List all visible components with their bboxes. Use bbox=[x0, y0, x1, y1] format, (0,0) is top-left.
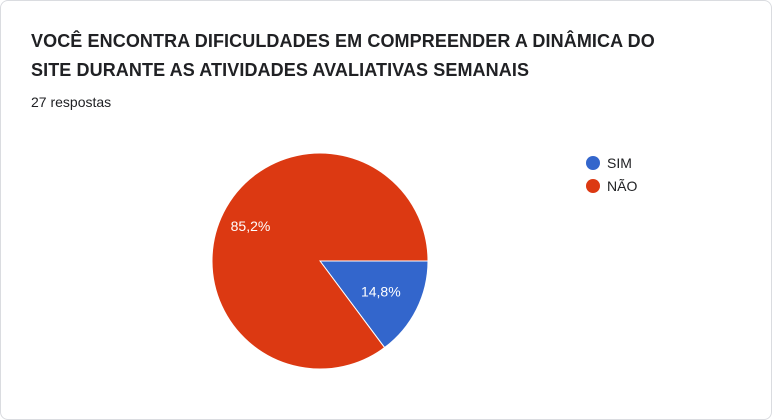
responses-count: 27 respostas bbox=[31, 94, 112, 110]
pie-data-label-sim: 14,8% bbox=[361, 284, 401, 300]
pie-data-label-n-o: 85,2% bbox=[231, 218, 271, 234]
question-title: VOCÊ ENCONTRA DIFICULDADES EM COMPREENDE… bbox=[31, 31, 655, 80]
pie-chart: 14,8% 85,2% bbox=[211, 152, 429, 370]
legend-label-nao: NÃO bbox=[607, 177, 638, 194]
legend-label-sim: SIM bbox=[607, 154, 632, 171]
legend-swatch-nao bbox=[586, 178, 600, 193]
pie-slice-n-o[interactable] bbox=[211, 152, 429, 370]
legend-swatch-sim bbox=[586, 155, 600, 170]
pie-slice-sim[interactable] bbox=[319, 260, 429, 349]
chart-legend: SIM NÃO bbox=[586, 151, 637, 197]
legend-item-sim[interactable]: SIM bbox=[586, 151, 637, 174]
legend-item-nao[interactable]: NÃO bbox=[586, 174, 637, 197]
